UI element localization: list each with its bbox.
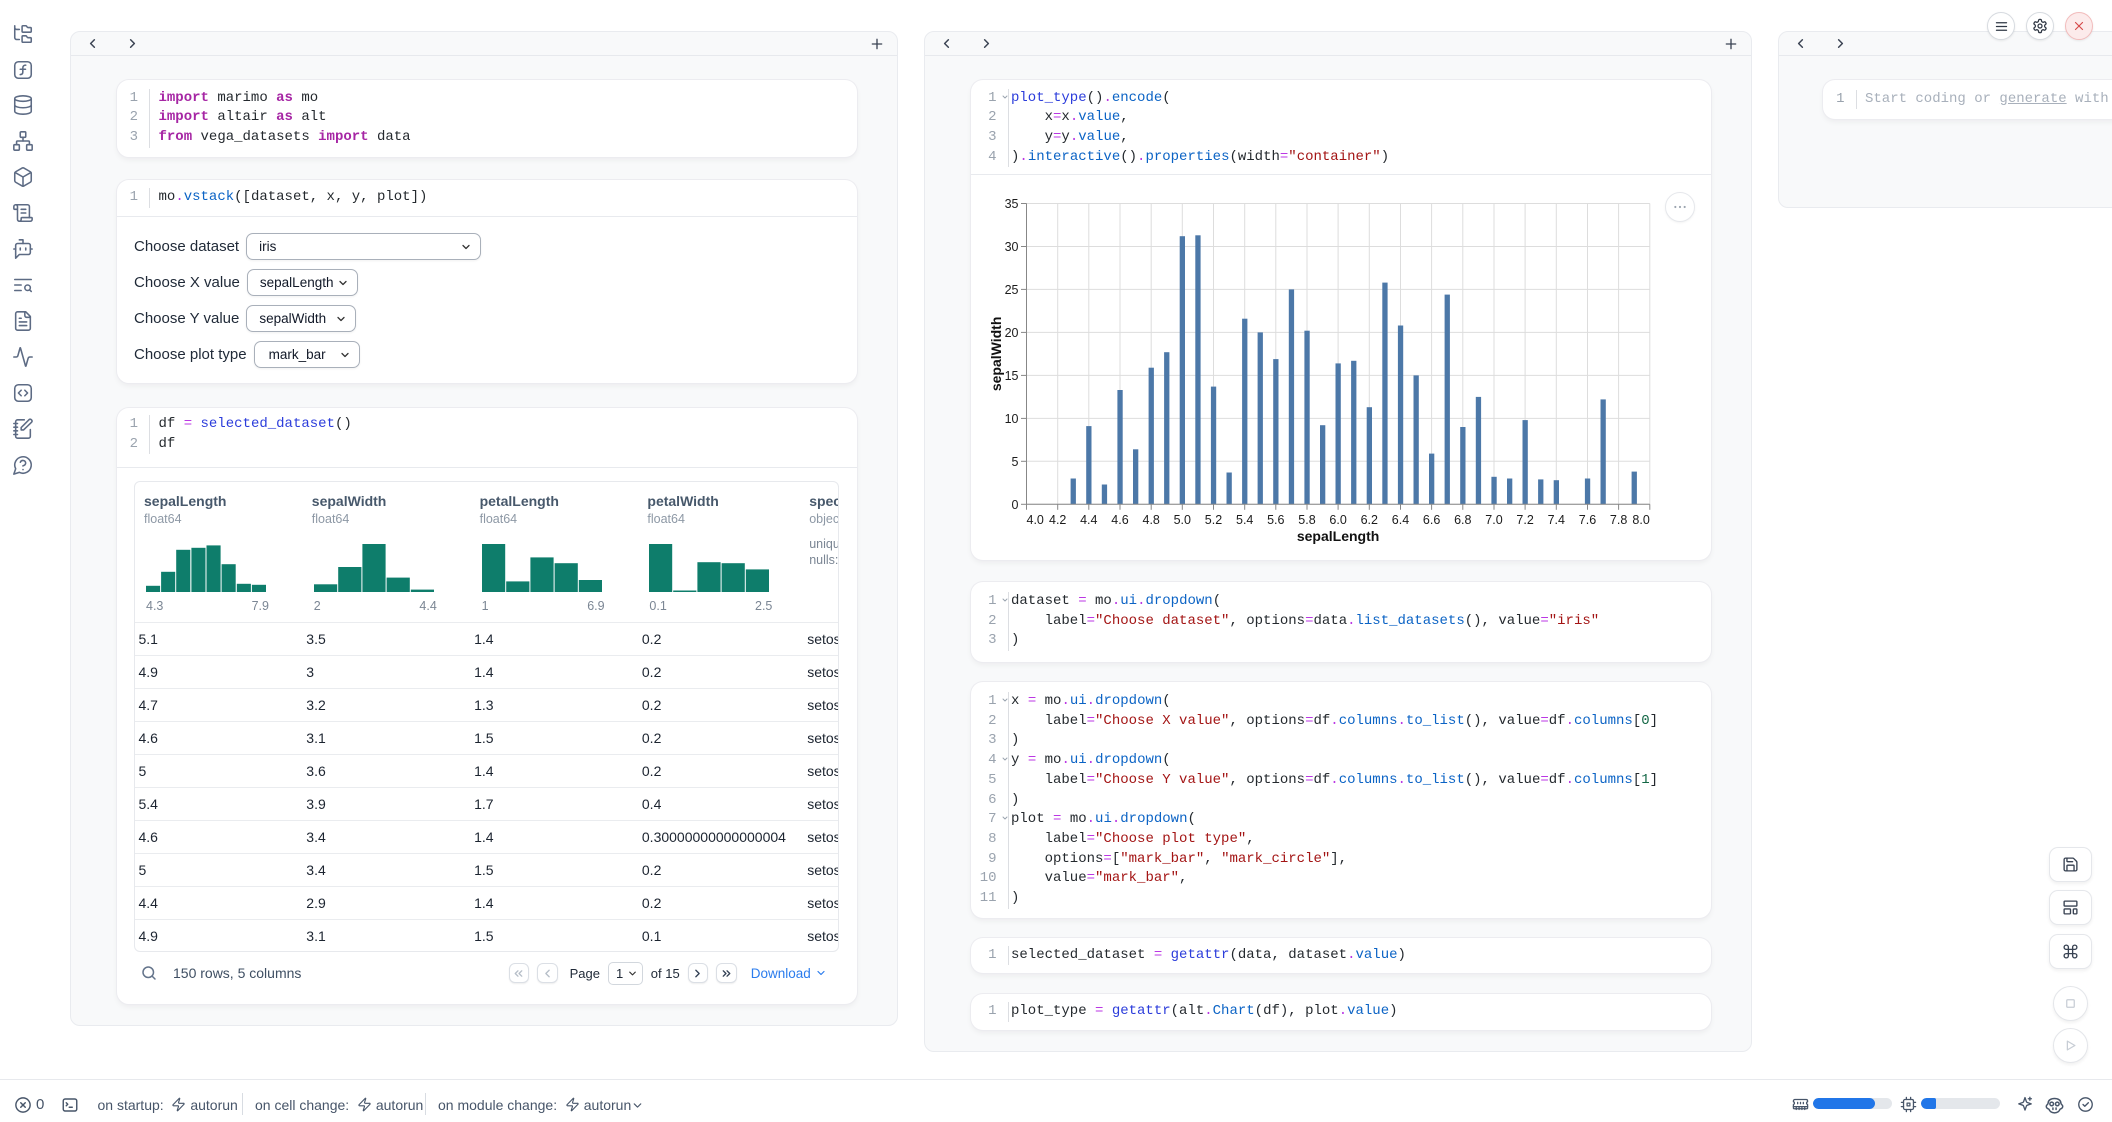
svg-text:6.6: 6.6 bbox=[1422, 513, 1439, 527]
svg-text:7.2: 7.2 bbox=[1516, 513, 1533, 527]
svg-text:4.8: 4.8 bbox=[1142, 513, 1159, 527]
svg-text:7.4: 7.4 bbox=[1547, 513, 1564, 527]
svg-text:10: 10 bbox=[1004, 412, 1018, 426]
svg-text:5.8: 5.8 bbox=[1298, 513, 1315, 527]
svg-text:6.4: 6.4 bbox=[1391, 513, 1408, 527]
svg-text:5: 5 bbox=[1011, 455, 1018, 469]
svg-text:5.6: 5.6 bbox=[1267, 513, 1284, 527]
svg-text:4.2: 4.2 bbox=[1049, 513, 1066, 527]
svg-text:4.4: 4.4 bbox=[1080, 513, 1097, 527]
svg-text:8.0: 8.0 bbox=[1632, 513, 1649, 527]
svg-text:7.6: 7.6 bbox=[1578, 513, 1595, 527]
svg-text:sepalWidth: sepalWidth bbox=[988, 317, 1004, 392]
svg-text:4.0: 4.0 bbox=[1026, 513, 1043, 527]
svg-text:4.6: 4.6 bbox=[1111, 513, 1128, 527]
svg-text:5.4: 5.4 bbox=[1236, 513, 1253, 527]
svg-text:6.8: 6.8 bbox=[1454, 513, 1471, 527]
svg-text:6.0: 6.0 bbox=[1329, 513, 1346, 527]
svg-text:25: 25 bbox=[1004, 283, 1018, 297]
svg-text:7.8: 7.8 bbox=[1609, 513, 1626, 527]
svg-text:0: 0 bbox=[1011, 498, 1018, 512]
svg-text:6.2: 6.2 bbox=[1360, 513, 1377, 527]
svg-text:15: 15 bbox=[1004, 369, 1018, 383]
svg-text:20: 20 bbox=[1004, 326, 1018, 340]
svg-text:30: 30 bbox=[1004, 240, 1018, 254]
svg-text:7.0: 7.0 bbox=[1485, 513, 1502, 527]
svg-text:5.2: 5.2 bbox=[1204, 513, 1221, 527]
svg-text:5.0: 5.0 bbox=[1173, 513, 1190, 527]
svg-text:35: 35 bbox=[1004, 197, 1018, 211]
svg-text:sepalLength: sepalLength bbox=[1296, 528, 1378, 544]
